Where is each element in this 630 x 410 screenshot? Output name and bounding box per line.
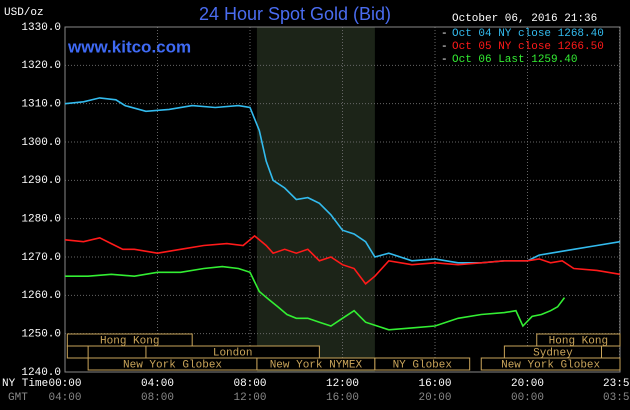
x-tick-label: 12:00	[326, 378, 359, 390]
x-tick-label: 23:59	[603, 378, 630, 390]
y-axis-label: USD/oz	[4, 7, 44, 19]
gmt-tick-label: 16:00	[326, 392, 359, 404]
x-tick-label: 00:00	[48, 378, 81, 390]
legend-label: Oct 05 NY close 1266.50	[452, 41, 604, 53]
x-tick-label: 16:00	[418, 378, 451, 390]
session-label: Hong Kong	[100, 335, 159, 347]
session-bar	[480, 357, 621, 371]
watermark: www.kitco.com	[67, 37, 191, 56]
y-tick-label: 1280.0	[21, 214, 61, 226]
session-bar	[66, 333, 193, 347]
gmt-tick-label: 00:00	[511, 392, 544, 404]
y-tick-label: 1330.0	[21, 22, 61, 34]
session-label: New York Globex	[123, 359, 222, 371]
session-bar	[374, 357, 471, 371]
y-tick-label: 1320.0	[21, 60, 61, 72]
gmt-tick-label: 04:00	[48, 392, 81, 404]
legend-marker: -	[441, 54, 448, 66]
series-line	[64, 234, 621, 285]
chart-title: 24 Hour Spot Gold (Bid)	[199, 4, 391, 24]
x-axis-label: NY Time	[2, 378, 48, 390]
legend-label: Oct 06 Last 1259.40	[452, 54, 577, 66]
x-tick-label: 08:00	[233, 378, 266, 390]
gmt-tick-label: 03:59	[603, 392, 630, 404]
series-line	[65, 265, 566, 331]
gmt-tick-label: 08:00	[141, 392, 174, 404]
session-label: New York Globex	[501, 359, 600, 371]
session-label: Hong Kong	[549, 335, 608, 347]
legend-marker: -	[441, 41, 448, 53]
session-label: New York NYMEX	[270, 359, 363, 371]
x-tick-label: 04:00	[141, 378, 174, 390]
gmt-tick-label: 12:00	[233, 392, 266, 404]
y-tick-label: 1250.0	[21, 329, 61, 341]
y-tick-label: 1290.0	[21, 175, 61, 187]
y-tick-label: 1240.0	[21, 367, 61, 379]
session-bar	[66, 345, 89, 359]
timestamp: October 06, 2016 21:36	[452, 13, 597, 25]
session-label: NY Globex	[393, 359, 453, 371]
x-axis-label: GMT	[8, 392, 28, 404]
plot-frame	[64, 26, 621, 373]
y-tick-label: 1310.0	[21, 99, 61, 111]
highlight-band	[256, 27, 375, 372]
session-label: Sydney	[533, 347, 573, 359]
legend-marker: -	[441, 28, 448, 40]
legend-label: Oct 04 NY close 1268.40	[452, 28, 604, 40]
gmt-tick-label: 20:00	[418, 392, 451, 404]
y-tick-label: 1300.0	[21, 137, 61, 149]
session-label: London	[213, 347, 253, 359]
y-tick-label: 1260.0	[21, 290, 61, 302]
x-tick-label: 20:00	[511, 378, 544, 390]
y-tick-label: 1270.0	[21, 252, 61, 264]
